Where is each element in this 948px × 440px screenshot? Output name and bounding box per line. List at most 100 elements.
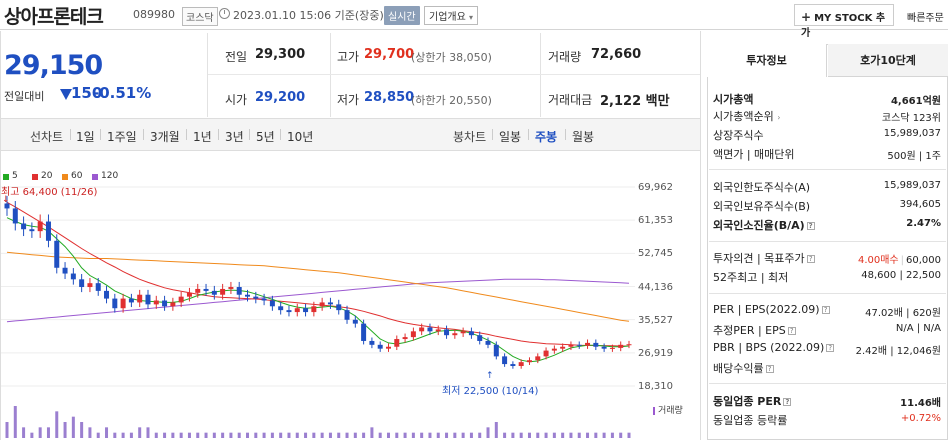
- tab-investment-info[interactable]: 투자정보: [707, 44, 827, 77]
- candle-body: [328, 302, 333, 304]
- amount-label: 거래대금: [548, 91, 592, 108]
- volume-bar: [478, 433, 481, 438]
- par-value-value: 500원 | 1주: [887, 147, 941, 162]
- tab-1week[interactable]: 1주일: [107, 128, 137, 145]
- ma120-legend-swatch: [92, 174, 98, 180]
- chevron-down-icon: ▾: [469, 13, 473, 22]
- volume-bar: [254, 433, 257, 438]
- add-mystock-button[interactable]: + MY STOCK 추가: [794, 4, 894, 26]
- tab-3year[interactable]: 3년: [225, 128, 244, 145]
- volume-bar: [47, 427, 50, 438]
- candle-body: [427, 327, 432, 331]
- volume-bar: [404, 433, 407, 438]
- company-overview-dropdown[interactable]: 기업개요 ▾: [424, 6, 478, 25]
- candle-body: [162, 301, 167, 307]
- candle-body: [568, 345, 573, 347]
- candle-body: [519, 362, 524, 366]
- market-cap-value: 4,661억원: [891, 92, 941, 107]
- candle-body: [369, 341, 374, 345]
- tab-separator: [100, 129, 101, 140]
- volume-bar: [594, 433, 597, 438]
- stock-code: 089980: [133, 8, 175, 21]
- help-icon[interactable]: ?: [766, 365, 774, 373]
- volume-bar: [138, 427, 141, 438]
- ma20-line: [7, 202, 629, 346]
- low-label: 저가: [337, 91, 359, 108]
- volume-bar: [354, 433, 357, 438]
- tab-1year[interactable]: 1년: [193, 128, 212, 145]
- candle-body: [137, 295, 142, 303]
- candle-body: [394, 339, 399, 347]
- volume-bar: [503, 433, 506, 438]
- volume-bar: [445, 433, 448, 438]
- tab-5year[interactable]: 5년: [256, 128, 275, 145]
- candle-body: [610, 348, 615, 349]
- candle-body: [286, 310, 291, 312]
- market-cap-rank-text: 시가총액순위: [713, 110, 774, 123]
- candle-body: [577, 345, 582, 346]
- candle-body: [29, 229, 34, 231]
- foreign-holding-label: 외국인보유주식수(B): [713, 198, 810, 214]
- volume-bar: [437, 433, 440, 438]
- price-divider: [207, 33, 208, 117]
- help-icon[interactable]: ?: [807, 255, 815, 263]
- candle-body: [544, 351, 549, 357]
- help-icon[interactable]: ?: [826, 344, 834, 352]
- candle-body: [419, 327, 424, 331]
- tab-3month[interactable]: 3개월: [150, 128, 180, 145]
- volume-bar: [312, 433, 315, 438]
- tab-daily[interactable]: 일봉: [499, 128, 521, 145]
- volume-bar: [88, 427, 91, 438]
- candle-body: [104, 291, 109, 299]
- tab-1day[interactable]: 1일: [76, 128, 95, 145]
- ma5-legend: 5: [12, 171, 18, 181]
- volume-bar: [619, 433, 622, 438]
- tab-weekly[interactable]: 주봉: [535, 128, 557, 145]
- volume-bar: [495, 422, 498, 438]
- amount-value: 2,122 백만: [600, 90, 670, 109]
- candle-body: [253, 297, 258, 299]
- volume-bar: [387, 433, 390, 438]
- volume-bar: [603, 433, 606, 438]
- quick-order-link[interactable]: 빠른주문: [907, 9, 944, 24]
- high-value: 29,700: [364, 47, 414, 62]
- y-tick-label: 61,353: [638, 215, 673, 226]
- candle-body: [129, 299, 134, 303]
- help-icon[interactable]: ?: [783, 398, 791, 406]
- tab-10year[interactable]: 10년: [287, 128, 313, 145]
- candle-body: [535, 356, 540, 360]
- tab-order-book[interactable]: 호가10단계: [828, 44, 948, 77]
- help-icon[interactable]: ?: [822, 306, 830, 314]
- candle-body: [270, 301, 275, 307]
- tab-separator: [218, 129, 219, 140]
- min-arrow-icon: ↑: [486, 371, 494, 381]
- candle-body: [593, 343, 598, 347]
- help-icon[interactable]: ?: [807, 222, 815, 230]
- max-arrow-icon: ↓: [2, 195, 10, 205]
- candle-body: [477, 335, 482, 341]
- volume-bar: [246, 433, 249, 438]
- volume-bar: [263, 433, 266, 438]
- candle-body: [303, 308, 308, 312]
- volume-bar: [97, 433, 100, 438]
- volume-bar: [55, 411, 58, 438]
- tab-separator: [249, 129, 250, 140]
- volume-bar: [528, 433, 531, 438]
- opinion-label: 투자의견 | 목표주가?: [713, 250, 815, 266]
- candle-body: [444, 329, 449, 335]
- realtime-button[interactable]: 실시간: [384, 6, 420, 25]
- tab-monthly[interactable]: 월봉: [572, 128, 594, 145]
- volume-bar: [196, 433, 199, 438]
- section-divider: [709, 241, 946, 242]
- max-price-label: 최고 64,400 (11/26): [1, 183, 97, 198]
- industry-per-text: 동일업종 PER: [713, 395, 781, 408]
- volume-bar: [362, 433, 365, 438]
- volume-bar: [569, 433, 572, 438]
- y-tick-label: 69,962: [638, 182, 673, 193]
- candle-body: [527, 360, 532, 362]
- volume-bar: [395, 433, 398, 438]
- help-icon[interactable]: ?: [788, 327, 796, 335]
- volume-bar: [105, 427, 108, 438]
- candle-body: [295, 308, 300, 312]
- ma20-legend-swatch: [32, 174, 38, 180]
